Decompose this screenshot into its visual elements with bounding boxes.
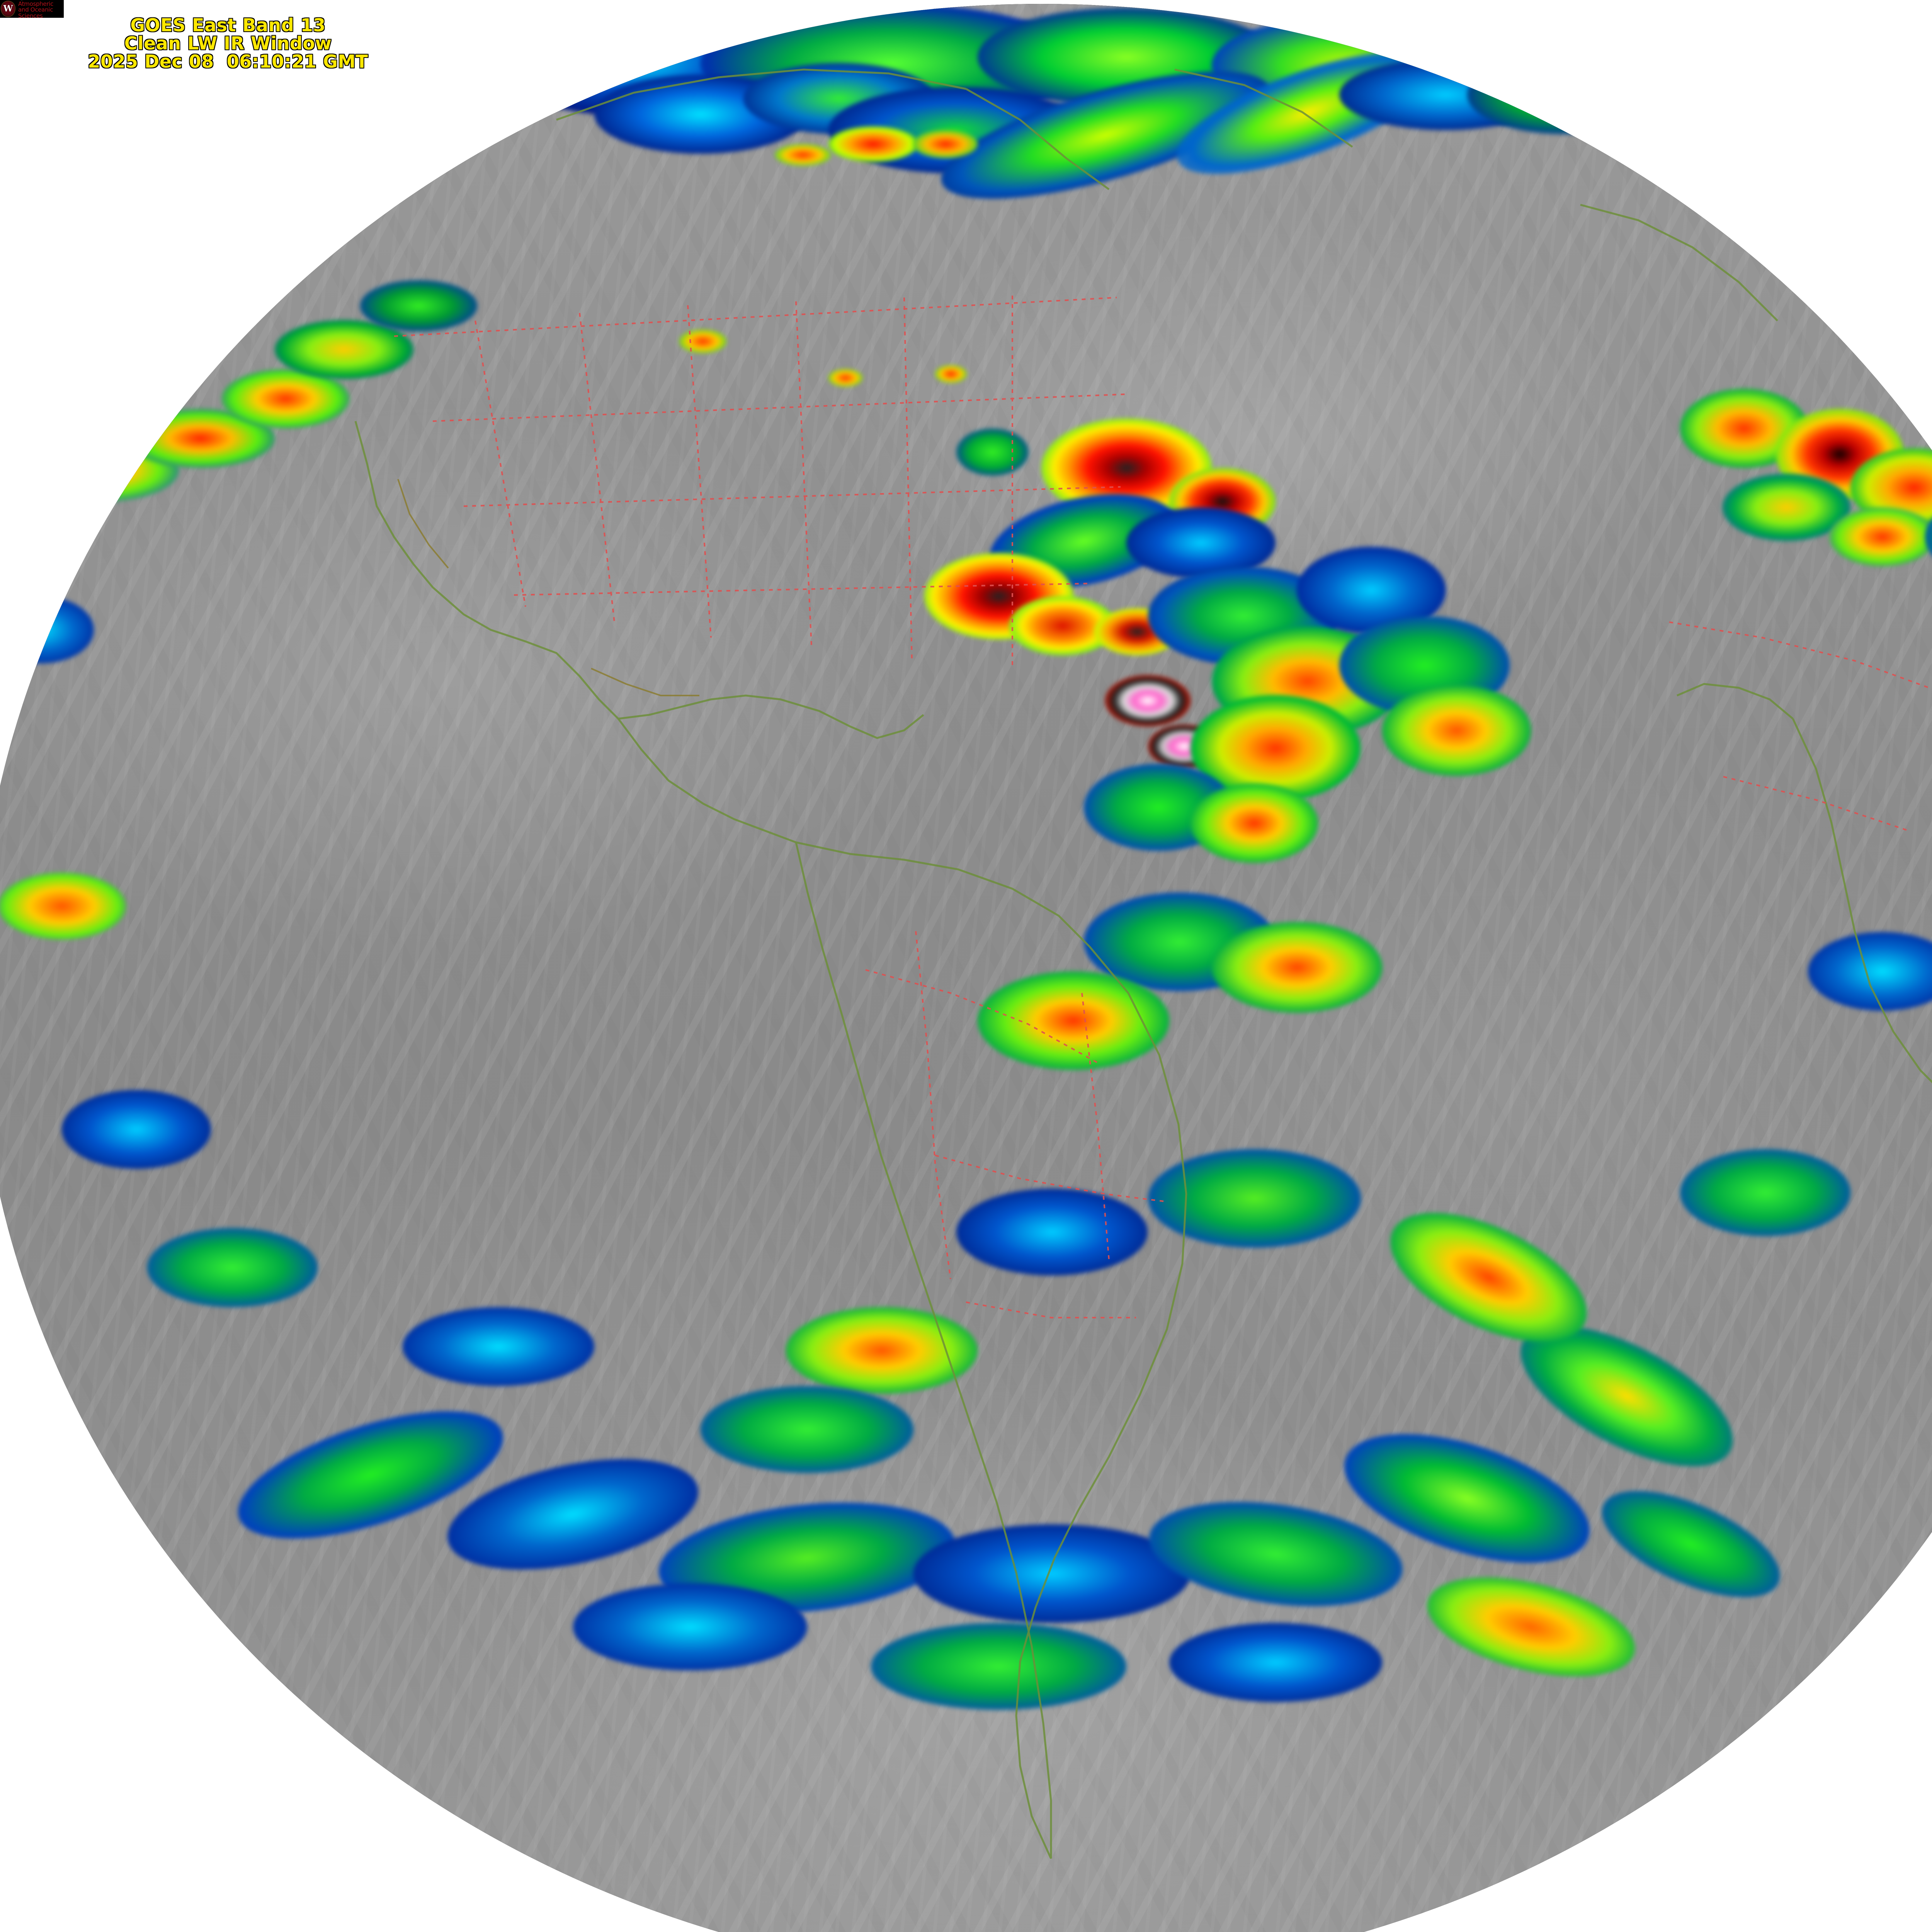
earth-disk: [0, 4, 1932, 1932]
limb-darkening: [0, 4, 1932, 1932]
logo-line-oceanic: and Oceanic Sciences: [18, 6, 53, 18]
uw-crest-icon: [1, 1, 15, 17]
logo-line-atmospheric: Atmospheric: [18, 0, 54, 7]
full-disk-image: [0, 4, 1932, 1932]
logo-department-label: Department of: [18, 0, 64, 1]
uw-madison-aos-logo: Department of Atmospheric and Oceanic Sc…: [0, 0, 64, 18]
